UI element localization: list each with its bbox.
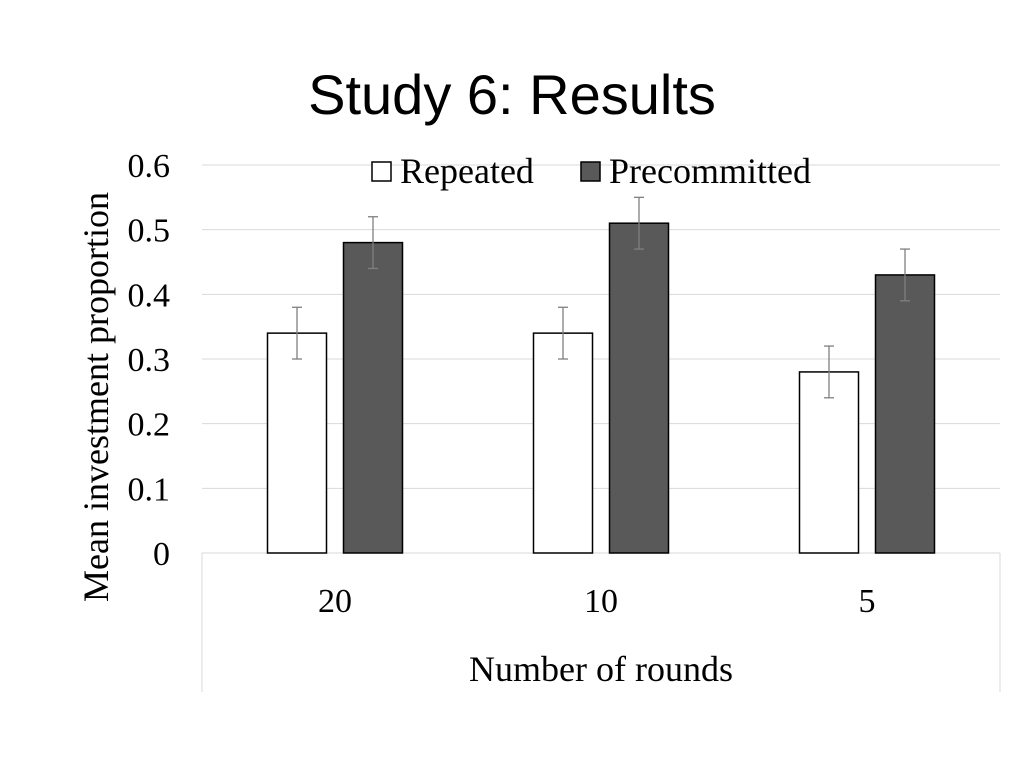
y-tick-label: 0.1 xyxy=(128,471,171,508)
y-axis-ticks: 0 0.1 0.2 0.3 0.4 0.5 0.6 xyxy=(128,148,171,573)
legend-swatch-repeated xyxy=(371,161,392,182)
bar-repeated-20 xyxy=(266,332,328,554)
bar-precommitted-5 xyxy=(874,274,936,554)
bar-repeated-5 xyxy=(798,371,860,554)
y-axis-title: Mean investment proportion xyxy=(76,192,116,602)
slide-title: Study 6: Results xyxy=(308,63,716,126)
legend-label-repeated: Repeated xyxy=(400,151,534,191)
y-tick-label: 0.6 xyxy=(128,148,171,185)
legend-label-precommitted: Precommitted xyxy=(609,151,811,191)
y-tick-label: 0.3 xyxy=(128,342,171,379)
legend-swatch-precommitted xyxy=(580,161,601,182)
x-axis-ticks: 20 10 5 xyxy=(318,583,876,620)
x-axis-title: Number of rounds xyxy=(469,649,733,689)
bars xyxy=(266,196,936,554)
legend: Repeated Precommitted xyxy=(371,151,811,191)
category-axis-frame xyxy=(201,552,1001,692)
x-tick-label: 10 xyxy=(584,583,618,620)
bar-precommitted-20 xyxy=(342,241,404,554)
bar-precommitted-10 xyxy=(608,222,670,554)
bar-repeated-10 xyxy=(532,332,594,554)
y-tick-label: 0.2 xyxy=(128,407,171,444)
y-tick-label: 0.4 xyxy=(128,277,171,314)
x-tick-label: 5 xyxy=(859,583,876,620)
y-tick-label: 0.5 xyxy=(128,213,171,250)
gridlines xyxy=(202,164,1000,489)
x-tick-label: 20 xyxy=(318,583,352,620)
y-tick-label: 0 xyxy=(153,536,170,573)
